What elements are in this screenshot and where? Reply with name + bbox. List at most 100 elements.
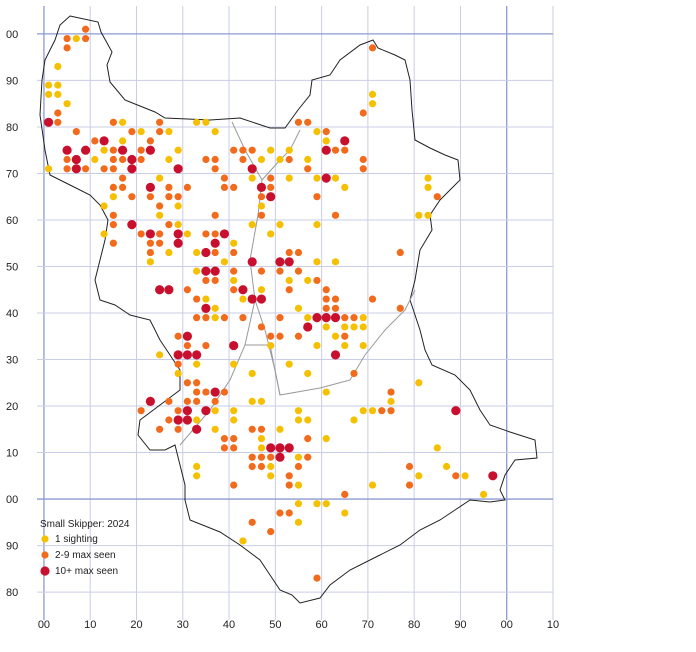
record-dot (156, 351, 164, 359)
record-dot (322, 127, 330, 136)
record-dot (267, 183, 275, 192)
record-dot (248, 425, 256, 433)
record-dot (119, 155, 127, 164)
record-dot (211, 276, 219, 285)
record-dot (99, 136, 109, 146)
record-dot (331, 295, 340, 303)
record-dot (210, 387, 220, 397)
record-dot (100, 165, 108, 173)
record-dot (256, 182, 267, 193)
record-dot (257, 397, 266, 405)
x-tick-label: 80 (408, 619, 420, 631)
record-dot (193, 416, 201, 424)
record-dot (341, 509, 349, 517)
record-dot (322, 295, 330, 303)
record-dot (313, 276, 321, 285)
record-dot (294, 416, 303, 424)
record-dot (312, 313, 322, 323)
record-dot (257, 155, 266, 164)
record-dot (109, 239, 117, 247)
record-dot (54, 62, 62, 71)
record-dot (201, 266, 211, 276)
record-dot (257, 267, 266, 275)
record-dot (322, 388, 330, 396)
record-dot (387, 407, 395, 415)
record-dot (322, 286, 330, 294)
x-tick-label: 00 (501, 619, 513, 631)
record-dot (257, 211, 266, 219)
record-dot (239, 155, 247, 164)
record-dot (202, 341, 210, 350)
record-dot (119, 118, 127, 126)
record-dot (201, 247, 211, 258)
record-dot (54, 90, 62, 98)
record-dot (193, 388, 201, 396)
record-dot (173, 229, 183, 239)
record-dot (165, 127, 173, 136)
record-dot (174, 407, 182, 415)
record-dot (165, 155, 173, 164)
record-dot (165, 397, 173, 405)
record-dot (424, 174, 432, 182)
record-dot (452, 472, 460, 480)
record-dot (202, 314, 210, 322)
record-dot (285, 360, 293, 368)
record-dot (284, 257, 294, 267)
record-dot (91, 155, 99, 164)
record-dot (145, 145, 155, 155)
record-dot (100, 202, 108, 210)
record-dot (230, 416, 238, 424)
record-dot (174, 193, 182, 201)
record-dot (230, 276, 238, 285)
record-dot (118, 145, 128, 155)
record-dot (405, 462, 414, 471)
record-dot (165, 193, 173, 201)
record-dot (368, 44, 377, 52)
record-dot (156, 127, 164, 136)
record-dot (156, 174, 164, 182)
record-dot (193, 360, 201, 368)
record-dot (230, 286, 238, 294)
record-dot (266, 443, 276, 453)
record-dot (294, 304, 303, 312)
record-dot (276, 267, 284, 275)
record-dot (350, 323, 358, 331)
record-dot (322, 304, 330, 312)
record-dot (109, 211, 117, 219)
record-dot (230, 407, 238, 415)
record-dot (71, 164, 81, 174)
record-dot (248, 518, 256, 526)
record-dot (155, 285, 165, 295)
record-dot (359, 165, 367, 173)
record-dot (350, 314, 358, 322)
record-dot (193, 397, 201, 405)
record-dot (211, 165, 219, 173)
record-dot (211, 314, 219, 322)
record-dot (63, 100, 71, 108)
y-tick-label: 90 (6, 75, 18, 87)
record-dot (63, 44, 71, 52)
record-dot (183, 397, 192, 405)
record-dot (230, 360, 238, 368)
record-dot (257, 444, 266, 452)
record-dot (359, 155, 367, 164)
record-dot (359, 407, 367, 415)
record-dot (173, 164, 183, 174)
record-dot (359, 314, 367, 322)
record-dot (331, 146, 340, 154)
record-dot (350, 369, 358, 378)
record-dot (304, 276, 312, 285)
record-dot (54, 109, 62, 117)
x-tick-label: 50 (269, 619, 281, 631)
record-dot (174, 425, 182, 433)
record-dot (304, 314, 312, 322)
record-dot (146, 193, 154, 201)
record-dot (248, 462, 256, 471)
record-dot (433, 193, 441, 201)
y-tick-label: 00 (6, 29, 18, 41)
y-tick-label: 40 (6, 308, 18, 320)
record-dot (182, 331, 193, 341)
record-dot (211, 425, 219, 433)
record-dot (267, 230, 275, 238)
record-dot (193, 379, 201, 387)
